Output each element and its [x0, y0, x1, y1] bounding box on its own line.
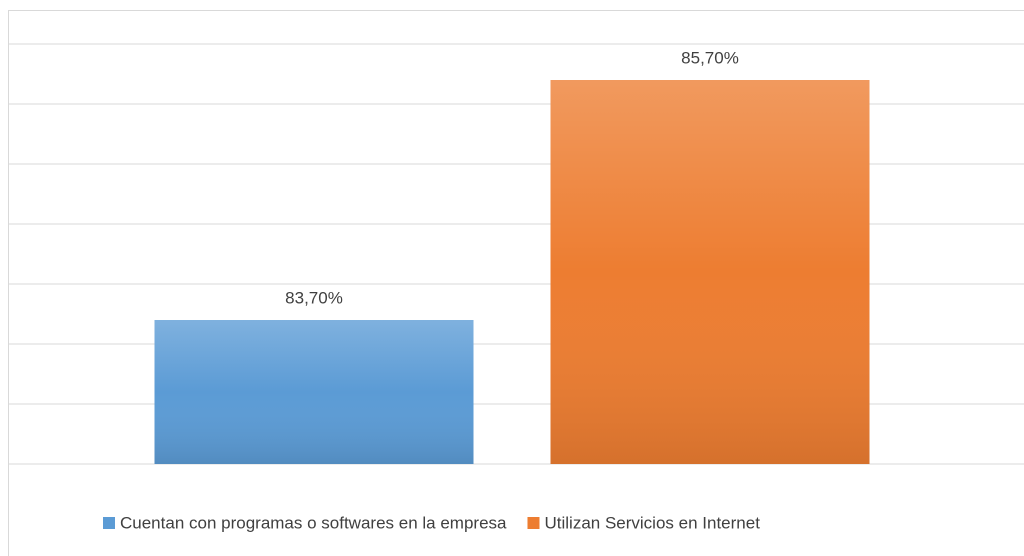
chart-border — [8, 10, 1024, 556]
legend-swatch — [527, 517, 540, 529]
data-label: 85,70% — [681, 48, 739, 67]
legend-label: Utilizan Servicios en Internet — [544, 513, 760, 532]
data-label: 83,70% — [285, 288, 343, 307]
legend-swatch — [103, 517, 115, 529]
bar-shine — [550, 80, 870, 464]
bar-shine — [154, 320, 474, 464]
legend-label: Cuentan con programas o softwares en la … — [120, 513, 507, 532]
